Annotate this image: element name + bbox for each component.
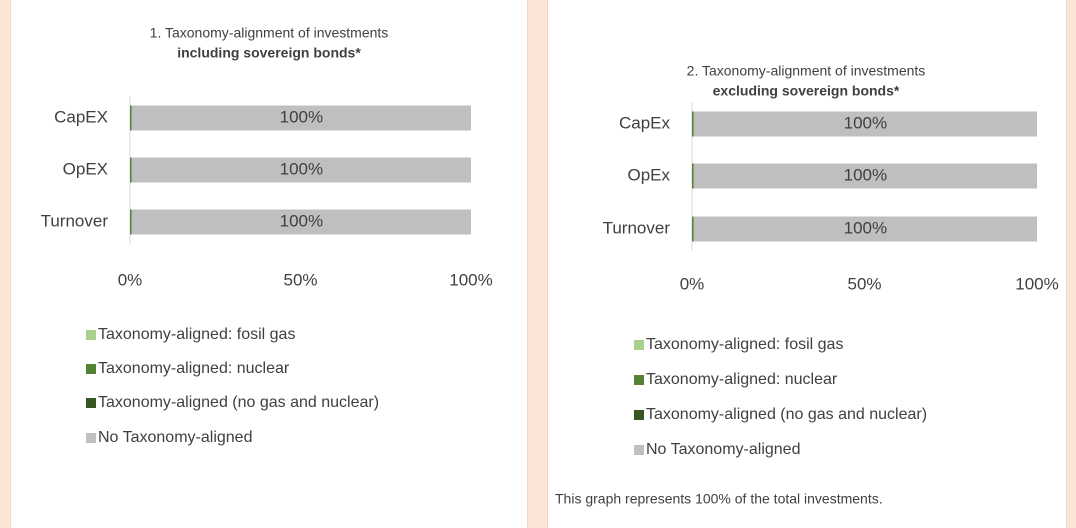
value-label: 100% <box>280 107 323 126</box>
x-tick-label: 100% <box>1015 274 1058 293</box>
legend-label: Taxonomy-aligned: fosil gas <box>646 336 843 353</box>
legend-swatch <box>634 410 644 420</box>
note: This graph represents 100% of the total … <box>555 491 883 507</box>
panel <box>10 0 528 528</box>
panel <box>547 0 1067 528</box>
x-tick-label: 0% <box>118 270 143 289</box>
y-tick-label: OpEx <box>627 165 670 184</box>
bar-segment <box>693 163 1037 189</box>
bar-segment <box>130 105 132 131</box>
legend-label: No Taxonomy-aligned <box>646 441 800 458</box>
value-label: 100% <box>844 165 887 184</box>
value-label: 100% <box>280 159 323 178</box>
chart-title: 2. Taxonomy-alignment of investments <box>687 63 926 79</box>
legend-swatch <box>86 330 96 340</box>
bar-segment <box>131 157 471 183</box>
x-tick-label: 50% <box>283 270 317 289</box>
bar-segment <box>131 105 471 131</box>
chart-subtitle: excluding sovereign bonds* <box>713 83 900 99</box>
legend-swatch <box>634 340 644 350</box>
legend-swatch <box>86 364 96 374</box>
legend-label: Taxonomy-aligned: nuclear <box>646 371 838 388</box>
value-label: 100% <box>844 218 887 237</box>
y-tick-label: CapEx <box>619 113 671 132</box>
x-tick-label: 0% <box>680 274 705 293</box>
y-tick-label: OpEX <box>63 159 108 178</box>
legend-swatch <box>86 398 96 408</box>
bar-segment <box>692 111 694 137</box>
bar-segment <box>131 209 471 235</box>
bar-segment <box>130 157 132 183</box>
x-tick-label: 50% <box>847 274 881 293</box>
value-label: 100% <box>280 211 323 230</box>
y-tick-label: Turnover <box>41 211 109 230</box>
bar-segment <box>692 216 694 242</box>
y-tick-label: CapEX <box>54 107 108 126</box>
chart-subtitle: including sovereign bonds* <box>177 45 361 61</box>
legend-label: Taxonomy-aligned: nuclear <box>98 360 290 377</box>
legend-label: Taxonomy-aligned (no gas and nuclear) <box>646 406 927 423</box>
bar-segment <box>693 216 1037 242</box>
x-tick-label: 100% <box>449 270 492 289</box>
legend-label: No Taxonomy-aligned <box>98 429 252 446</box>
bar-segment <box>130 209 132 235</box>
legend-label: Taxonomy-aligned (no gas and nuclear) <box>98 394 379 411</box>
bar-segment <box>692 163 694 189</box>
value-label: 100% <box>844 113 887 132</box>
y-tick-label: Turnover <box>603 218 671 237</box>
legend-label: Taxonomy-aligned: fosil gas <box>98 326 295 343</box>
legend-swatch <box>634 375 644 385</box>
chart-title: 1. Taxonomy-alignment of investments <box>150 25 389 41</box>
bar-segment <box>693 111 1037 137</box>
legend-swatch <box>86 433 96 443</box>
legend-swatch <box>634 445 644 455</box>
